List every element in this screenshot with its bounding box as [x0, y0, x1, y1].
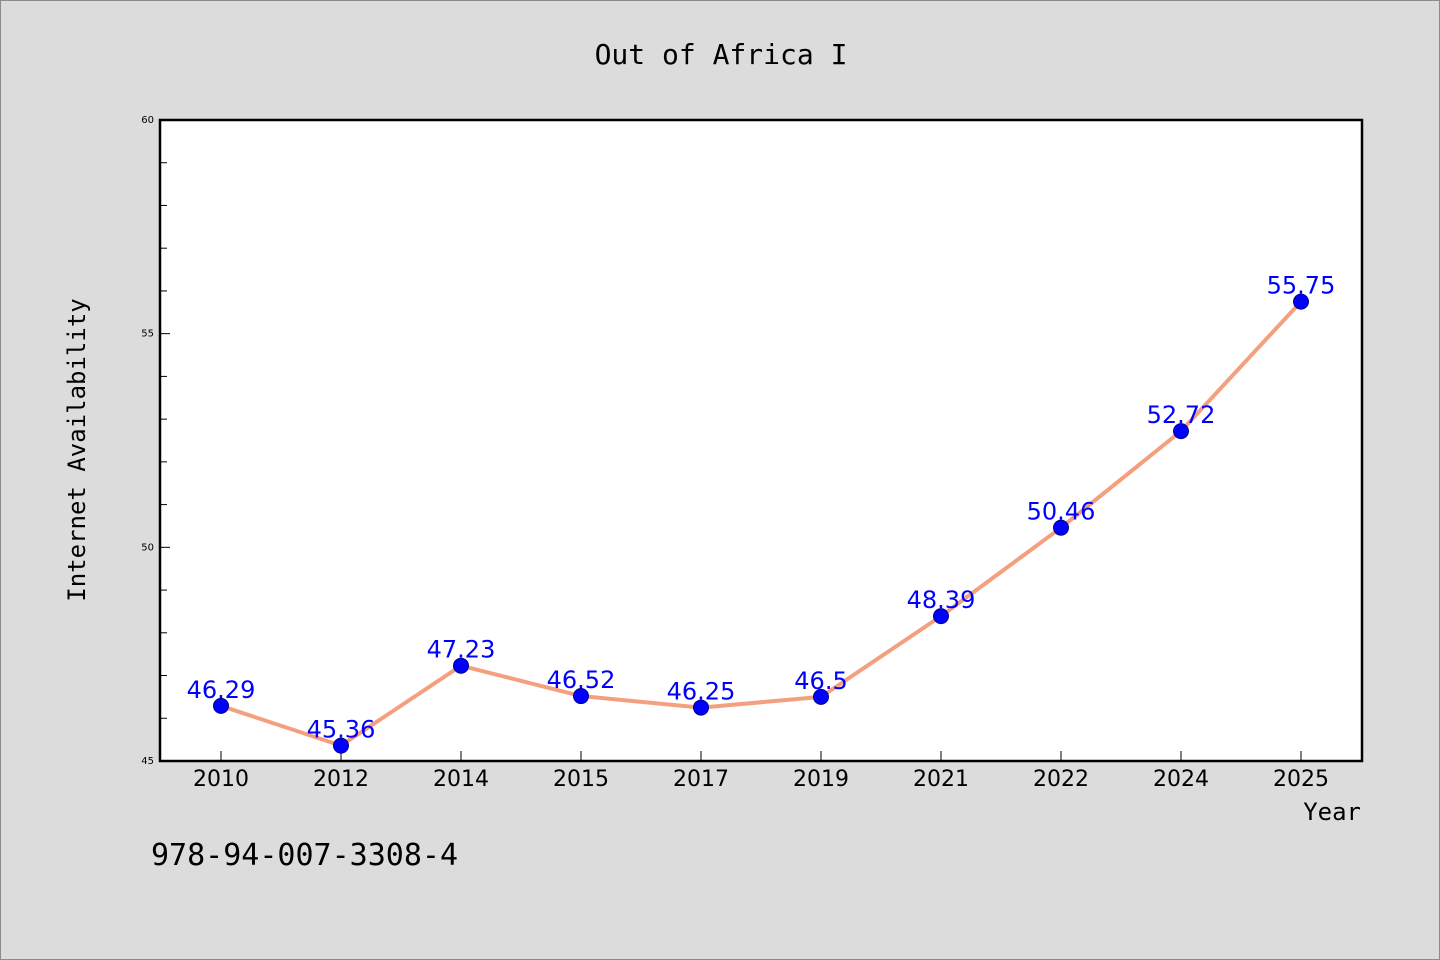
x-axis-title: Year: [1303, 798, 1361, 826]
data-point: [693, 699, 709, 716]
data-label: 52.72: [1147, 401, 1216, 429]
data-point: [933, 608, 949, 625]
data-label: 46.29: [187, 676, 256, 704]
y-tick-label: 60: [141, 115, 154, 126]
data-label: 47.23: [427, 636, 496, 664]
data-point: [333, 737, 349, 754]
data-point: [453, 657, 469, 674]
y-tick-label: 55: [141, 329, 154, 340]
y-tick-label: 45: [141, 756, 154, 767]
x-tick-label: 2017: [673, 767, 729, 792]
data-label: 46.52: [547, 666, 616, 694]
data-label: 50.46: [1027, 498, 1096, 526]
x-tick-label: 2024: [1153, 767, 1209, 792]
x-tick-label: 2025: [1273, 767, 1329, 792]
footer-code: 978-94-007-3308-4: [151, 838, 458, 873]
data-labels: 46.29 45.36 47.23 46.52 46.25 46.5 48.39 50.46 5…: [187, 272, 1336, 744]
x-tick-label: 2021: [913, 767, 969, 792]
x-axis: 2010 2012 2014 2015 2017 2019 2021 2022 2024 2025: [193, 751, 1329, 792]
x-tick-label: 2022: [1033, 767, 1089, 792]
data-point: [1293, 293, 1309, 310]
chart-title: Out of Africa I: [595, 38, 848, 71]
data-label: 45.36: [307, 716, 376, 744]
data-label: 46.25: [667, 678, 736, 706]
data-point: [1053, 519, 1069, 536]
y-axis: 45 50 55 60: [141, 115, 170, 767]
data-label: 55.75: [1267, 272, 1336, 300]
data-point: [573, 688, 589, 705]
data-label: 46.5: [794, 667, 847, 695]
data-markers: [213, 293, 1309, 754]
x-tick-label: 2019: [793, 767, 849, 792]
series-line: [220, 300, 1303, 748]
data-point: [1173, 423, 1189, 440]
y-tick-label: 50: [141, 542, 154, 553]
data-point: [213, 697, 229, 714]
x-tick-label: 2014: [433, 767, 489, 792]
data-label: 48.39: [907, 586, 976, 614]
y-axis-title: Internet Availability: [63, 298, 91, 601]
x-tick-label: 2012: [313, 767, 369, 792]
x-tick-label: 2010: [193, 767, 249, 792]
x-tick-label: 2015: [553, 767, 609, 792]
data-point: [813, 688, 829, 705]
plot-area: [158, 118, 1364, 763]
